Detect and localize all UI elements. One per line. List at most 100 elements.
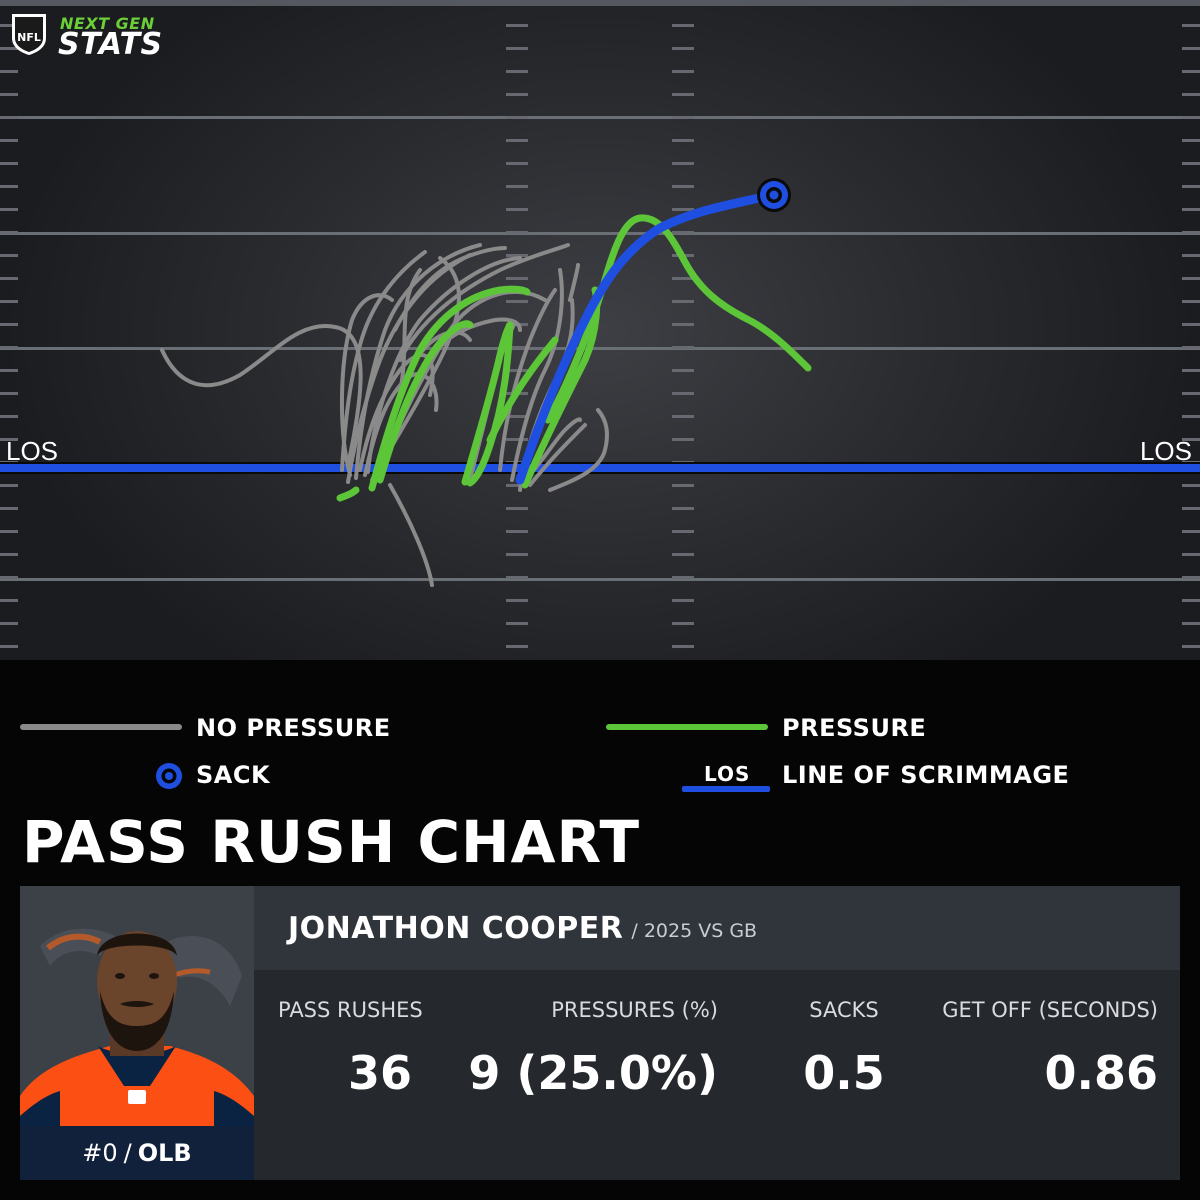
- hash-mark: [0, 323, 18, 326]
- hash-mark: [1182, 369, 1200, 372]
- hash-mark: [672, 93, 694, 96]
- hash-mark: [506, 369, 528, 372]
- stat-label-sacks: SACKS: [809, 998, 879, 1022]
- legend: NO PRESSURE PRESSURE SACK LOS LINE OF SC…: [0, 660, 1200, 800]
- legend-pressure: PRESSURE: [782, 714, 927, 742]
- hash-mark: [0, 599, 18, 602]
- hash-mark: [0, 576, 18, 579]
- hash-mark: [672, 530, 694, 533]
- no-pressure-swatch: [20, 724, 182, 730]
- hash-mark: [506, 622, 528, 625]
- hash-mark: [1182, 116, 1200, 119]
- yard-line: [0, 232, 1200, 235]
- player-number-position: #0 / OLB: [20, 1126, 254, 1180]
- los-badge: LOS: [704, 762, 751, 786]
- hash-mark: [1182, 323, 1200, 326]
- hash-mark: [672, 162, 694, 165]
- hash-mark: [506, 162, 528, 165]
- pressure-path: [336, 486, 360, 502]
- hash-mark: [1182, 254, 1200, 257]
- hash-mark: [1182, 346, 1200, 349]
- pressure-path: [486, 336, 559, 444]
- hash-mark: [506, 415, 528, 418]
- no-pressure-path: [568, 263, 580, 302]
- hash-mark: [1182, 415, 1200, 418]
- hash-mark: [506, 70, 528, 73]
- hash-mark: [506, 24, 528, 27]
- stat-label-get-off: GET OFF (SECONDS): [942, 998, 1158, 1022]
- yard-line: [0, 116, 1200, 119]
- hash-mark: [506, 530, 528, 533]
- player-card: #0 / OLB JONATHON COOPER / 2025 VS GB PA…: [20, 886, 1180, 1180]
- los-label-right: LOS: [1139, 436, 1192, 466]
- hash-mark: [0, 93, 18, 96]
- hash-mark: [0, 530, 18, 533]
- hash-mark: [506, 47, 528, 50]
- hash-mark: [672, 47, 694, 50]
- hash-mark: [1182, 93, 1200, 96]
- hash-mark: [672, 277, 694, 280]
- hash-mark: [0, 139, 18, 142]
- no-pressure-path: [160, 324, 363, 467]
- hash-mark: [672, 392, 694, 395]
- hash-mark: [1182, 24, 1200, 27]
- hash-mark: [672, 369, 694, 372]
- hash-mark: [1182, 231, 1200, 234]
- hash-mark: [1182, 484, 1200, 487]
- hash-mark: [1182, 162, 1200, 165]
- hash-mark: [672, 599, 694, 602]
- hash-mark: [506, 277, 528, 280]
- hash-mark: [0, 507, 18, 510]
- no-pressure-path: [510, 268, 564, 482]
- hash-mark: [0, 346, 18, 349]
- pressure-path: [376, 320, 474, 484]
- hash-mark: [672, 346, 694, 349]
- field-chart: NFL NEXT GEN STATS LOS LOS: [0, 0, 1200, 660]
- hash-mark: [672, 208, 694, 211]
- hash-mark: [1182, 70, 1200, 73]
- hash-mark: [0, 162, 18, 165]
- no-pressure-path: [528, 423, 587, 487]
- no-pressure-path: [340, 250, 427, 472]
- hash-mark: [0, 208, 18, 211]
- hash-mark: [506, 645, 528, 648]
- hash-mark: [0, 392, 18, 395]
- player-number: #0: [82, 1139, 118, 1167]
- hash-mark: [1182, 300, 1200, 303]
- field-svg: [0, 0, 1200, 648]
- no-pressure-path: [346, 253, 472, 484]
- hash-mark: [672, 70, 694, 73]
- season-opponent: / 2025 VS GB: [631, 920, 758, 942]
- hash-mark: [1182, 645, 1200, 648]
- sack-marker: [757, 178, 791, 212]
- hash-mark: [0, 438, 18, 441]
- yard-line: [0, 347, 1200, 350]
- hash-mark: [506, 116, 528, 119]
- no-pressure-path: [366, 256, 522, 474]
- player-name-bar: JONATHON COOPER / 2025 VS GB: [254, 886, 1180, 970]
- hash-mark: [0, 369, 18, 372]
- chart-title: PASS RUSH CHART: [22, 808, 641, 876]
- hash-mark: [506, 93, 528, 96]
- hash-mark: [1182, 47, 1200, 50]
- los-swatch: [682, 786, 770, 792]
- no-pressure-path: [388, 483, 434, 587]
- hash-mark: [1182, 530, 1200, 533]
- shield-text: NFL: [17, 31, 41, 44]
- legend-no-pressure: NO PRESSURE: [196, 714, 391, 742]
- hash-mark: [0, 277, 18, 280]
- hash-mark: [672, 507, 694, 510]
- hash-mark: [672, 553, 694, 556]
- hash-mark: [506, 185, 528, 188]
- hash-mark: [506, 139, 528, 142]
- hash-mark: [506, 507, 528, 510]
- hash-mark: [1182, 576, 1200, 579]
- brand-line2: STATS: [58, 27, 163, 62]
- nfl-shield-icon: NFL: [12, 14, 46, 55]
- player-photo: #0 / OLB: [20, 886, 254, 1180]
- player-name: JONATHON COOPER: [288, 910, 624, 946]
- hash-mark: [1182, 392, 1200, 395]
- hash-mark: [1182, 622, 1200, 625]
- stat-value-get-off: 0.86: [1044, 1046, 1159, 1100]
- hash-mark: [0, 645, 18, 648]
